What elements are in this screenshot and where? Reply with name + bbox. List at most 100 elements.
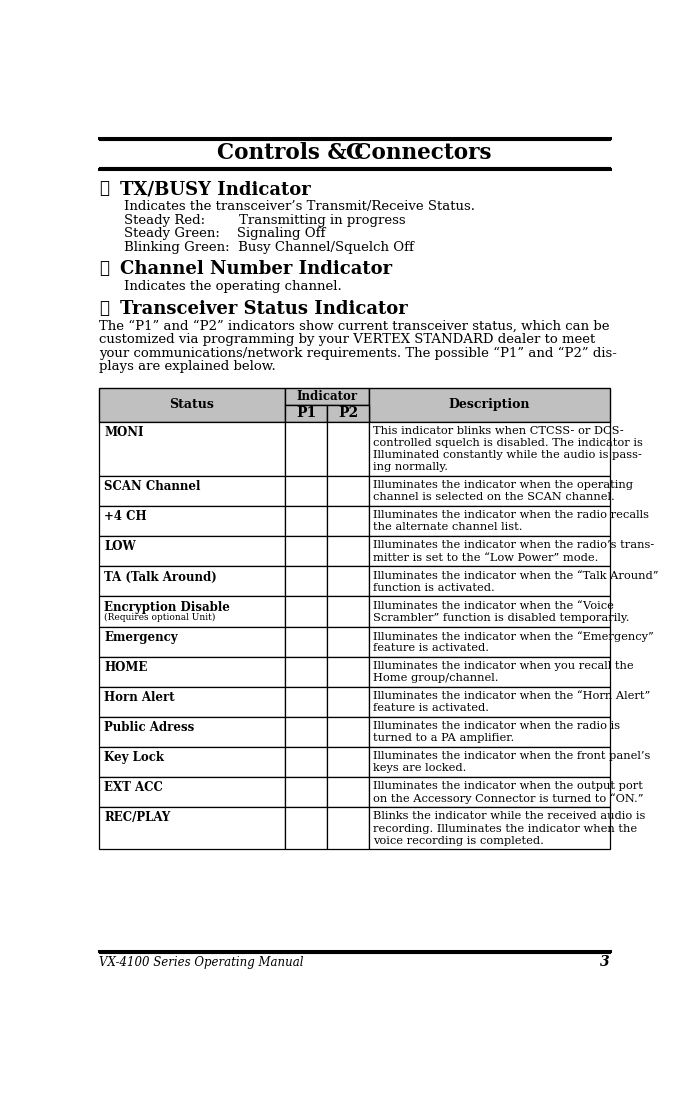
Bar — [99, 566, 285, 597]
Bar — [99, 421, 285, 476]
Text: recording. Illuminates the indicator when the: recording. Illuminates the indicator whe… — [373, 824, 637, 834]
Text: Illuminates the indicator when the “Emergency”: Illuminates the indicator when the “Emer… — [373, 631, 654, 642]
Text: REC/PLAY: REC/PLAY — [104, 812, 171, 825]
Text: plays are explained below.: plays are explained below. — [99, 360, 276, 373]
Text: the alternate channel list.: the alternate channel list. — [373, 522, 522, 532]
Text: P2: P2 — [338, 406, 358, 420]
Bar — [369, 777, 609, 807]
Bar — [99, 777, 285, 807]
Text: LOW: LOW — [104, 541, 136, 553]
Bar — [327, 777, 369, 807]
Text: Steady Green:    Signaling Off: Steady Green: Signaling Off — [124, 227, 325, 240]
Text: The “P1” and “P2” indicators show current transceiver status, which can be: The “P1” and “P2” indicators show curren… — [99, 320, 609, 332]
Text: Scrambler” function is disabled temporarily.: Scrambler” function is disabled temporar… — [373, 613, 630, 623]
Text: on the Accessory Connector is turned to “ON.”: on the Accessory Connector is turned to … — [373, 793, 644, 804]
Text: feature is activated.: feature is activated. — [373, 703, 489, 713]
Text: 3: 3 — [600, 954, 609, 969]
Text: Indicates the operating channel.: Indicates the operating channel. — [124, 280, 341, 293]
Bar — [99, 536, 285, 566]
Text: Key Lock: Key Lock — [104, 751, 164, 765]
Bar — [285, 626, 327, 657]
Bar — [369, 506, 609, 536]
Text: Illuminates the indicator when the radio’s trans-: Illuminates the indicator when the radio… — [373, 541, 654, 551]
Text: ⑦: ⑦ — [99, 180, 108, 197]
Bar — [99, 597, 285, 626]
Bar — [285, 657, 327, 687]
Bar — [369, 476, 609, 506]
Text: This indicator blinks when CTCSS- or DCS-: This indicator blinks when CTCSS- or DCS… — [373, 426, 624, 436]
Bar — [327, 421, 369, 476]
Text: Controls & Connectors: Controls & Connectors — [217, 143, 491, 165]
Bar — [99, 506, 285, 536]
Text: Indicator: Indicator — [296, 389, 358, 403]
Bar — [327, 747, 369, 777]
Text: (Requires optional Unit): (Requires optional Unit) — [104, 613, 216, 622]
Bar — [99, 476, 285, 506]
Bar — [369, 716, 609, 747]
Text: customized via programming by your VERTEX STANDARD dealer to meet: customized via programming by your VERTE… — [99, 333, 595, 347]
Text: TX/BUSY Indicator: TX/BUSY Indicator — [120, 180, 311, 199]
Bar — [285, 387, 369, 405]
Bar — [369, 536, 609, 566]
Text: Home group/channel.: Home group/channel. — [373, 674, 499, 683]
Bar — [327, 626, 369, 657]
Text: Public Adress: Public Adress — [104, 721, 194, 734]
Bar — [327, 566, 369, 597]
Bar — [369, 657, 609, 687]
Text: HOME: HOME — [104, 660, 148, 674]
Bar — [327, 405, 369, 421]
Bar — [285, 747, 327, 777]
Text: MONI: MONI — [104, 426, 144, 439]
Text: Illuminates the indicator when the radio is: Illuminates the indicator when the radio… — [373, 721, 621, 731]
Bar — [285, 777, 327, 807]
Text: Blinks the indicator while the received audio is: Blinks the indicator while the received … — [373, 812, 645, 822]
Text: mitter is set to the “Low Power” mode.: mitter is set to the “Low Power” mode. — [373, 553, 598, 563]
Text: Illuminates the indicator when the front panel’s: Illuminates the indicator when the front… — [373, 751, 651, 761]
Bar — [369, 566, 609, 597]
Bar — [369, 807, 609, 849]
Text: ⑨: ⑨ — [99, 299, 108, 317]
Bar — [99, 657, 285, 687]
Text: Channel Number Indicator: Channel Number Indicator — [120, 260, 392, 279]
Text: Encryption Disable: Encryption Disable — [104, 601, 230, 613]
FancyBboxPatch shape — [99, 138, 609, 169]
Bar — [285, 807, 327, 849]
Bar — [369, 626, 609, 657]
Text: Blinking Green:  Busy Channel/Squelch Off: Blinking Green: Busy Channel/Squelch Off — [124, 240, 413, 253]
Bar — [369, 597, 609, 626]
Bar — [327, 536, 369, 566]
Text: function is activated.: function is activated. — [373, 583, 495, 592]
Text: Indicates the transceiver’s Transmit/Receive Status.: Indicates the transceiver’s Transmit/Rec… — [124, 200, 475, 213]
Text: Illuminates the indicator when the output port: Illuminates the indicator when the outpu… — [373, 781, 643, 791]
Text: Illuminates the indicator when the “Horn Alert”: Illuminates the indicator when the “Horn… — [373, 691, 650, 701]
Text: ing normally.: ing normally. — [373, 462, 448, 473]
Bar — [285, 716, 327, 747]
Text: Illuminates the indicator when the radio recalls: Illuminates the indicator when the radio… — [373, 510, 650, 520]
Text: P1: P1 — [296, 406, 316, 420]
Bar — [327, 716, 369, 747]
Bar — [285, 421, 327, 476]
Bar — [369, 421, 609, 476]
Text: Steady Red:        Transmitting in progress: Steady Red: Transmitting in progress — [124, 214, 405, 227]
Text: channel is selected on the SCAN channel.: channel is selected on the SCAN channel. — [373, 493, 615, 502]
Text: your communications/network requirements. The possible “P1” and “P2” dis-: your communications/network requirements… — [99, 347, 616, 360]
Bar — [285, 566, 327, 597]
Bar — [369, 747, 609, 777]
Text: C: C — [346, 143, 363, 165]
Bar — [369, 687, 609, 716]
Text: feature is activated.: feature is activated. — [373, 643, 489, 653]
Bar — [99, 387, 285, 421]
Text: keys are locked.: keys are locked. — [373, 764, 466, 773]
Text: Transceiver Status Indicator: Transceiver Status Indicator — [120, 299, 408, 318]
Bar — [285, 597, 327, 626]
Text: turned to a PA amplifier.: turned to a PA amplifier. — [373, 733, 515, 744]
Text: TA (Talk Around): TA (Talk Around) — [104, 570, 217, 584]
Text: +4 CH: +4 CH — [104, 510, 146, 523]
Bar — [327, 597, 369, 626]
Bar — [99, 687, 285, 716]
Text: Description: Description — [448, 398, 530, 411]
Text: controlled squelch is disabled. The indicator is: controlled squelch is disabled. The indi… — [373, 438, 643, 448]
Bar — [285, 687, 327, 716]
Bar — [99, 716, 285, 747]
Text: ⑧: ⑧ — [99, 260, 108, 278]
